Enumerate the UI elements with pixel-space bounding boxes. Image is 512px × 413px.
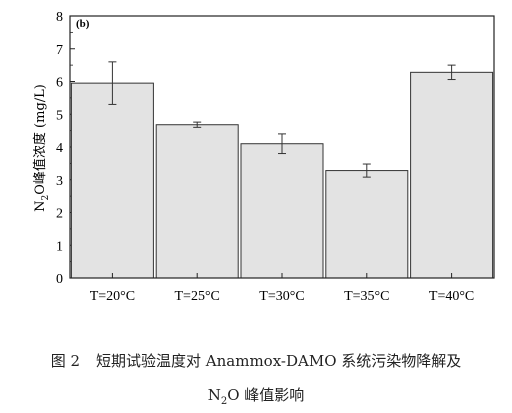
caption-sub: 2 (220, 396, 228, 407)
bar (155, 124, 239, 279)
plot-frame (69, 15, 495, 279)
y-tick-label: 2 (56, 207, 63, 222)
x-tick-label: T=30°C (259, 289, 304, 304)
bar (325, 170, 409, 279)
x-tick-label: T=20°C (90, 289, 135, 304)
y-tick-label: 6 (56, 76, 63, 91)
bar (410, 71, 494, 279)
y-tick-label: 8 (56, 10, 63, 25)
y-tick-label: 7 (56, 43, 63, 58)
x-tick-label: T=40°C (429, 289, 474, 304)
y-tick-label: 4 (56, 141, 63, 156)
caption-text: 短期试验温度对 Anammox-DAMO 系统污染物降解及 (96, 352, 462, 370)
y-tick-label: 5 (56, 108, 63, 123)
x-tick-label: T=35°C (344, 289, 389, 304)
y-tick-label: 0 (56, 272, 63, 287)
y-axis-label-n: N (33, 200, 48, 211)
y-tick-label: 1 (56, 239, 63, 254)
y-axis-label: N2O峰值浓度 (mg/L) (32, 84, 51, 212)
bar (240, 143, 324, 279)
x-tick-label: T=25°C (175, 289, 220, 304)
y-tick-label: 3 (56, 174, 63, 189)
caption-rest: O 峰值影响 (227, 386, 305, 404)
figure-caption-line-1: 图 2 短期试验温度对 Anammox-DAMO 系统污染物降解及 (0, 350, 512, 371)
plot-area: 0 1 2 3 4 5 6 7 8 T=20°C T=25°C T=30°C T=35°C T=40°C (56, 10, 494, 304)
y-axis-label-sub: 2 (41, 195, 51, 201)
y-axis-label-rest: O峰值浓度 (mg/L) (32, 84, 48, 195)
bar (70, 82, 154, 279)
figure-number: 图 2 (50, 352, 81, 370)
panel-label: (b) (76, 18, 90, 30)
caption-n: N (207, 386, 221, 404)
figure-caption-line-2: N2O 峰值影响 (0, 384, 512, 407)
